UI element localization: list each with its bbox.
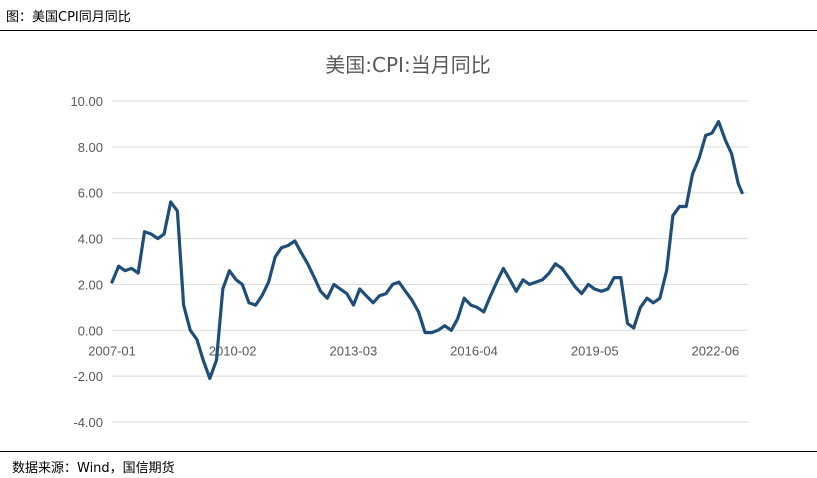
x-axis-ticks: 2007-01 2010-02 2013-03 2016-04 2019-05 2022-… xyxy=(88,343,739,358)
x-tick-label: 2016-04 xyxy=(450,343,498,358)
y-tick-label: 10.00 xyxy=(70,94,103,109)
y-tick-label: 6.00 xyxy=(78,186,103,201)
y-tick-label: 8.00 xyxy=(78,140,103,155)
x-tick-label: 2022-06 xyxy=(692,343,740,358)
bottom-rule xyxy=(0,451,817,452)
cpi-line-chart: 美国:CPI:当月同比 10.00 8.00 6.00 4.00 2.00 0.00 -2.… xyxy=(70,53,748,430)
y-tick-label: -4.00 xyxy=(73,415,103,430)
y-tick-label: 4.00 xyxy=(78,232,103,247)
x-tick-label: 2010-02 xyxy=(209,343,257,358)
gridlines xyxy=(112,100,748,423)
x-tick-label: 2013-03 xyxy=(329,343,377,358)
figure-label: 图：美国CPI同月同比 xyxy=(6,10,131,25)
x-tick-label: 2007-01 xyxy=(88,343,136,358)
y-axis-ticks: 10.00 8.00 6.00 4.00 2.00 0.00 -2.00 -4.00 xyxy=(70,94,103,430)
top-rule xyxy=(0,30,817,31)
y-tick-label: 2.00 xyxy=(78,277,103,292)
source-note: 数据来源：Wind，国信期货 xyxy=(12,461,175,476)
y-tick-label: -2.00 xyxy=(73,369,103,384)
y-tick-label: 0.00 xyxy=(78,323,103,338)
chart-title: 美国:CPI:当月同比 xyxy=(325,53,490,77)
cpi-series-line xyxy=(110,120,744,380)
x-tick-label: 2019-05 xyxy=(571,343,619,358)
